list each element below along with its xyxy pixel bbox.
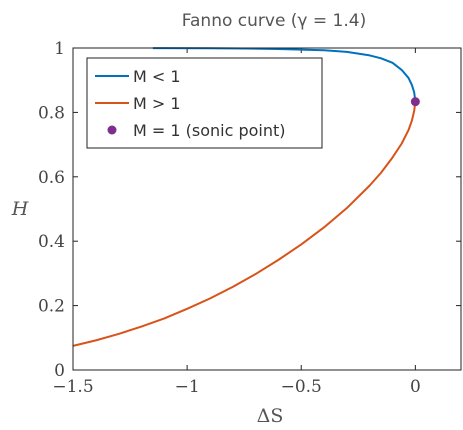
legend: M < 1 M > 1 M = 1 (sonic point) xyxy=(86,57,323,149)
y-tick-label: 0.2 xyxy=(38,297,65,317)
plot-frame xyxy=(72,47,462,371)
legend-entry-label: M = 1 (sonic point) xyxy=(133,121,286,140)
x-tick-label: 0 xyxy=(410,377,421,397)
y-axis-label: H xyxy=(11,198,29,220)
x-tick-label: −0.5 xyxy=(281,377,322,397)
legend-entry-label: M < 1 xyxy=(133,67,181,86)
y-tick-label: 0.8 xyxy=(38,103,65,123)
y-tick-label: 1 xyxy=(54,39,65,59)
series-layer xyxy=(72,47,420,347)
x-axis-label: ΔS xyxy=(257,405,284,427)
x-tick-label: −1 xyxy=(175,377,200,397)
y-tick-label: 0.4 xyxy=(38,232,65,252)
y-tick-label: 0 xyxy=(54,361,65,381)
series-line-supersonic xyxy=(72,101,417,347)
series-line-subsonic xyxy=(152,47,417,102)
legend-entry-label: M > 1 xyxy=(133,94,181,113)
chart-title: Fanno curve (γ = 1.4) xyxy=(182,11,366,31)
tick-labels: −1.5 −1 −0.5 0 0 0.2 0.4 0.6 0.8 1 xyxy=(38,39,421,397)
y-tick-label: 0.6 xyxy=(38,168,65,188)
legend-swatch-dot xyxy=(107,125,117,135)
x-tick-label: −1.5 xyxy=(52,377,93,397)
sonic-point-marker xyxy=(410,97,420,107)
